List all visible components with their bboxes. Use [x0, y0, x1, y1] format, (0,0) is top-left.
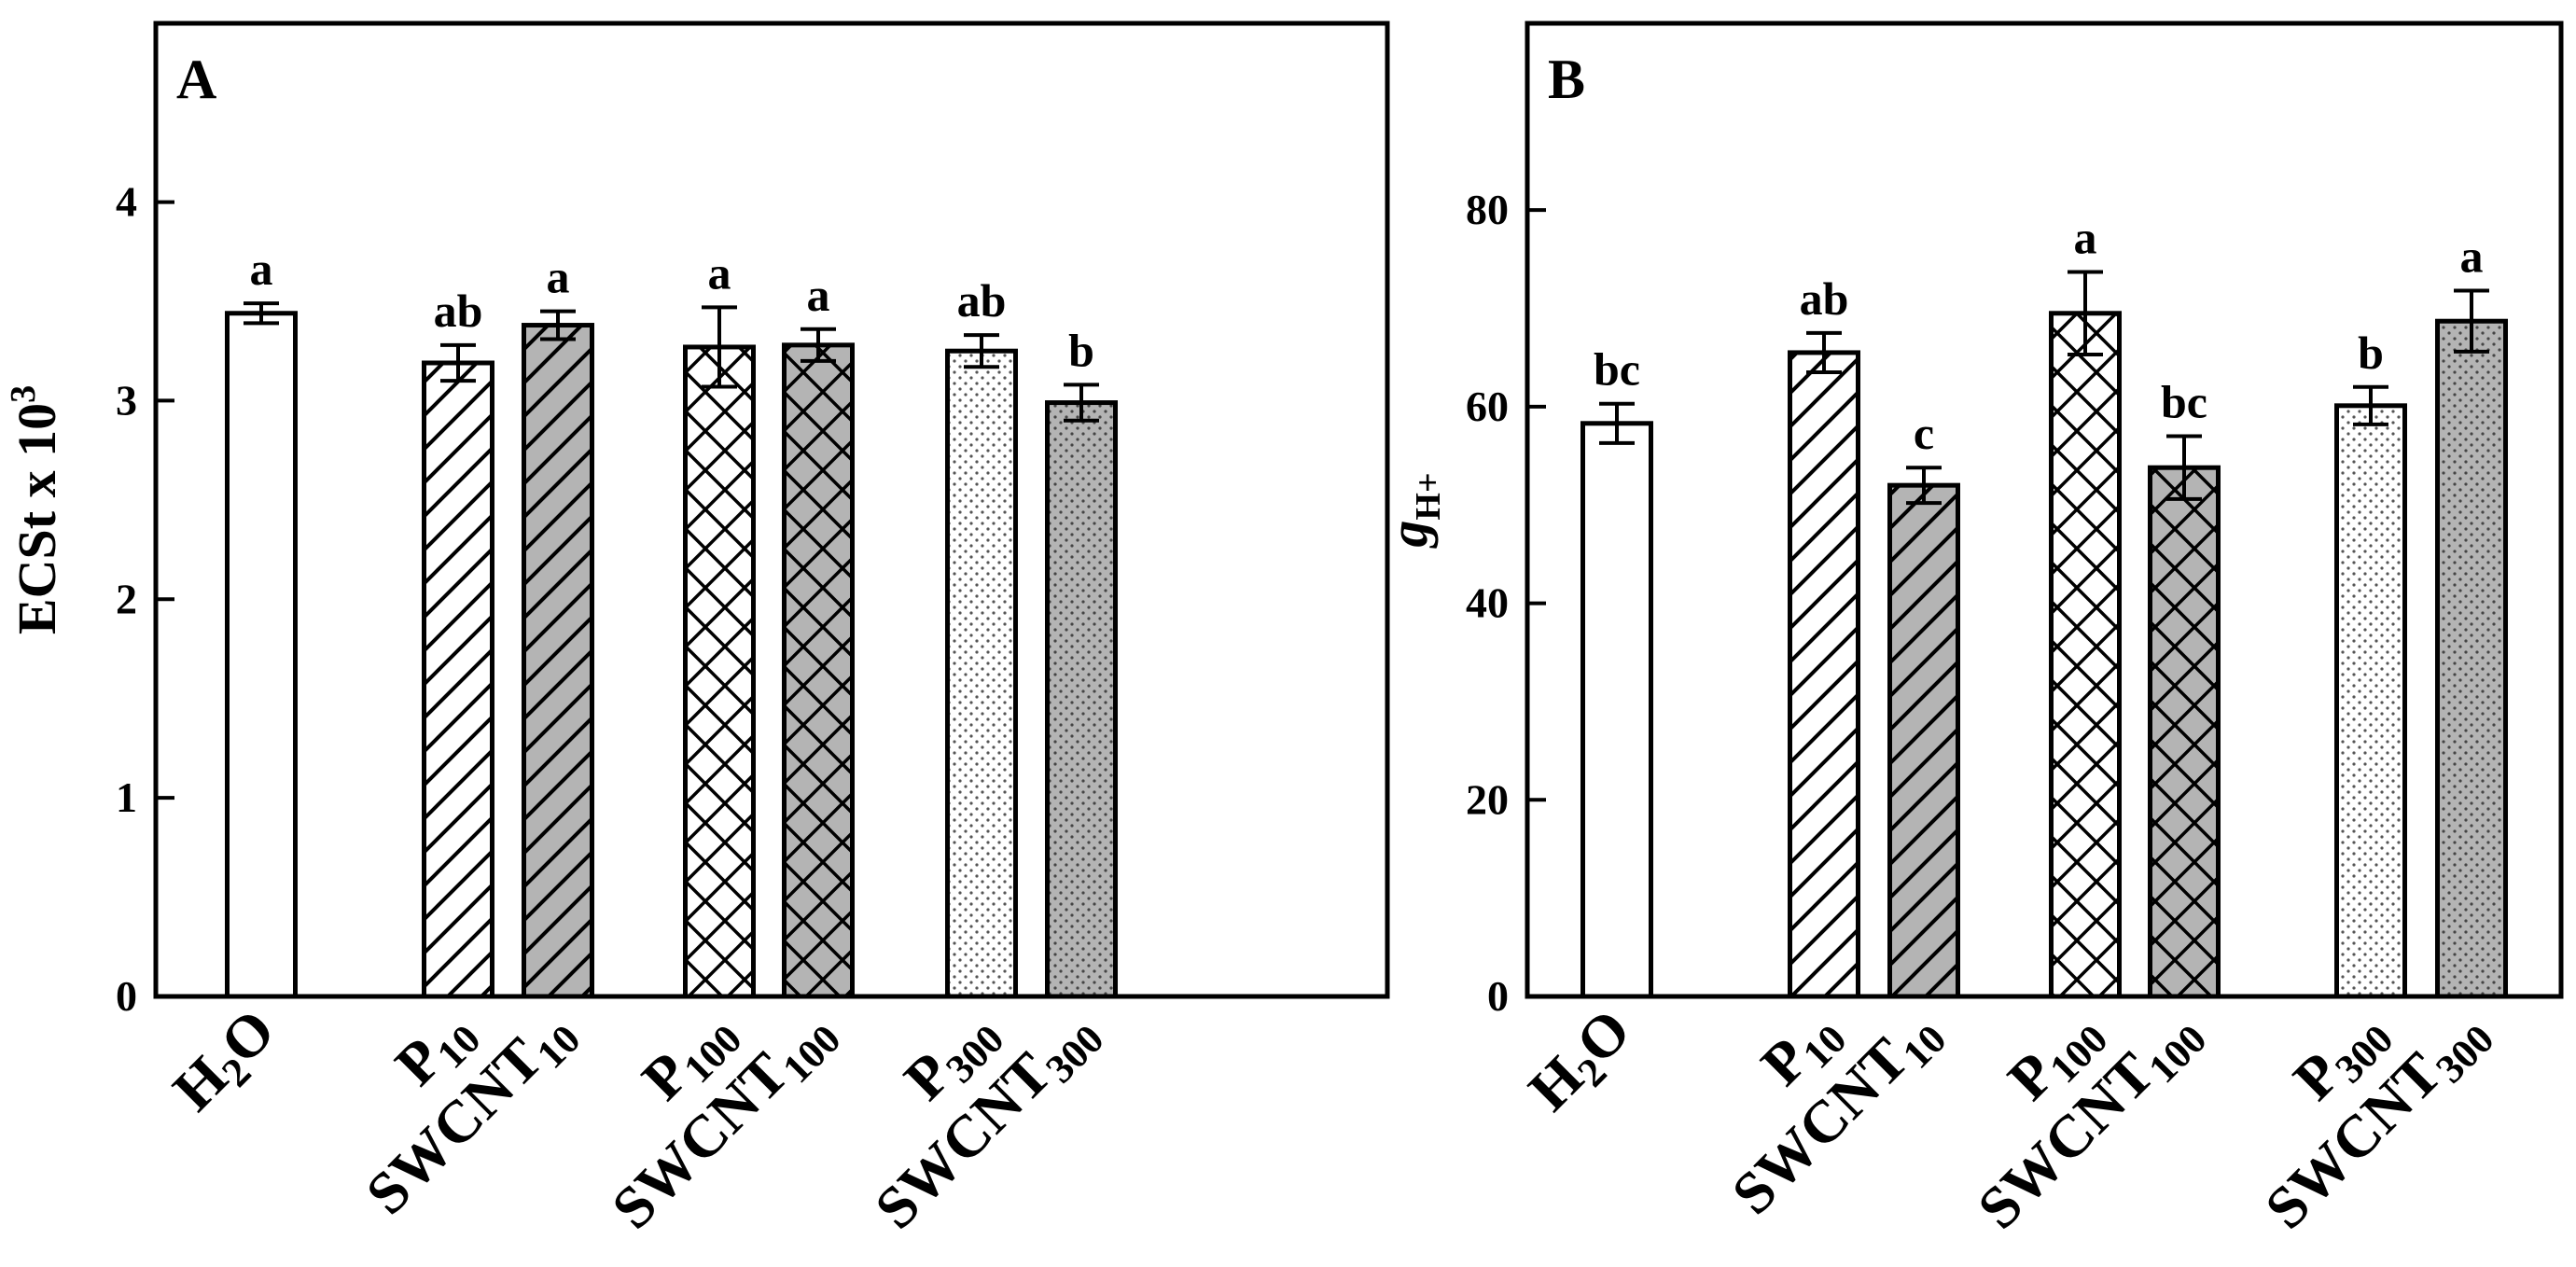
y-tick-label: 60	[1466, 383, 1509, 430]
bar	[1580, 421, 1653, 999]
bar	[522, 323, 594, 999]
error-bar	[2454, 288, 2489, 354]
bar	[782, 342, 855, 999]
bar	[2148, 465, 2221, 999]
significance-label: a	[2074, 212, 2097, 264]
bar	[1887, 482, 1960, 999]
error-bar	[2068, 270, 2103, 357]
y-tick-label: 40	[1466, 579, 1509, 627]
significance-label: ab	[434, 285, 483, 337]
significance-label: a	[807, 269, 830, 321]
bar	[1045, 400, 1118, 999]
bar	[945, 348, 1018, 999]
error-bar	[1906, 466, 1942, 506]
error-bar	[1806, 330, 1842, 375]
y-tick-label: 2	[116, 575, 137, 622]
y-tick-label: 0	[116, 972, 137, 1020]
bar	[2049, 311, 2122, 999]
bar	[2334, 403, 2407, 999]
error-bar	[440, 342, 476, 383]
error-bar	[801, 327, 836, 363]
error-bar	[540, 309, 576, 341]
y-tick-label: 20	[1466, 775, 1509, 823]
significance-label: b	[1068, 324, 1094, 376]
significance-label: a	[250, 243, 273, 295]
category-label: H2O	[160, 996, 293, 1129]
error-bar	[1064, 383, 1099, 423]
category-label: H2O	[1516, 996, 1649, 1129]
error-bar	[1599, 401, 1635, 445]
y-axis-label: ECSt x 103	[4, 385, 67, 634]
panel-label: A	[176, 49, 216, 110]
y-tick-label: 80	[1466, 186, 1509, 233]
bar	[1788, 350, 1860, 999]
bar	[422, 360, 494, 999]
error-bar	[244, 301, 279, 326]
significance-label: bc	[2161, 375, 2207, 427]
error-bar	[964, 333, 999, 369]
significance-label: a	[547, 251, 570, 303]
y-tick-label: 1	[116, 773, 137, 821]
y-tick-label: 4	[116, 178, 137, 226]
plot-frame	[153, 21, 1390, 999]
plot-frame	[1525, 21, 2564, 999]
significance-label: b	[2358, 327, 2384, 379]
significance-label: c	[1914, 407, 1934, 459]
y-tick-label: 0	[1487, 972, 1509, 1020]
y-tick-label: 3	[116, 376, 137, 424]
significance-label: ab	[957, 274, 1007, 327]
panel-label: B	[1548, 49, 1585, 110]
error-bar	[702, 305, 737, 389]
significance-label: bc	[1594, 343, 1640, 396]
error-bar	[2166, 434, 2202, 501]
significance-label: a	[2460, 230, 2484, 283]
error-bar	[2353, 384, 2388, 426]
bar	[225, 311, 298, 999]
significance-label: ab	[1800, 272, 1849, 325]
significance-label: a	[708, 246, 731, 299]
category-label: P300	[891, 996, 1012, 1118]
y-axis-label: gH+	[1378, 472, 1448, 549]
bar	[683, 344, 756, 999]
bar	[2435, 318, 2508, 999]
